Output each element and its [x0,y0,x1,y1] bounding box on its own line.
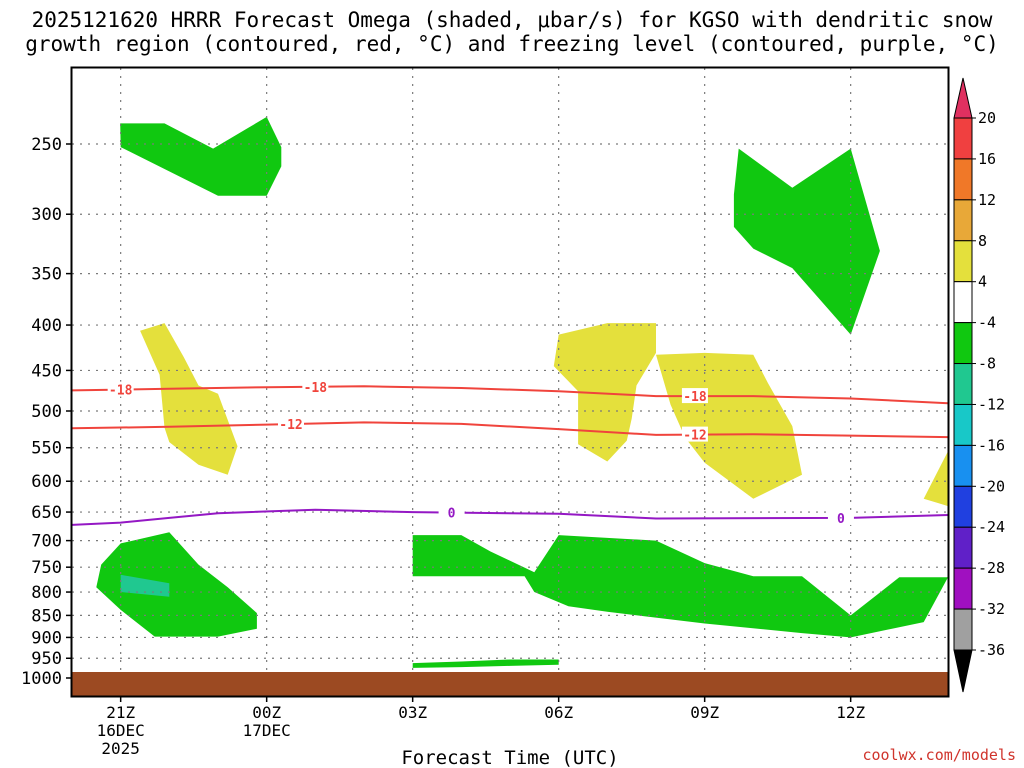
omega-region-2 [96,532,257,637]
y-tick-label-400: 400 [31,316,62,336]
y-tick-label-250: 250 [31,135,62,155]
contour-label-0-0: 0 [448,507,456,522]
y-tick-label-300: 300 [31,205,62,225]
y-tick-label-900: 900 [31,628,62,648]
contour-label--12-0: -12 [279,418,302,433]
colorbar-label-1: 16 [978,150,996,168]
contour-label--12-1: -12 [683,429,706,444]
contour-line-0 [72,508,948,526]
colorbar-band-2 [953,158,973,201]
x-tick-label-21Z: 21Z [106,703,135,722]
x-tick-label-12Z: 12Z [836,703,865,722]
contour-label-bg--18-1 [302,378,329,394]
plot-area: -18 -18 -18 -12 -12 0 0 [70,66,950,698]
contour-line--12 [72,421,948,439]
y-axis: 2503003504004505005506006507007508008509… [21,135,72,689]
contour-line--18 [72,385,948,405]
colorbar-band-10 [953,485,973,528]
colorbar-label-0: 20 [978,109,996,127]
y-tick-label-450: 450 [31,361,62,381]
contour-label--18-2: -18 [683,390,707,405]
colorbar-band-5 [953,281,973,324]
y-tick-label-550: 550 [31,439,62,459]
plot-frame [70,66,950,698]
contour-label-bg-0-0 [438,504,465,520]
omega-region-0 [120,116,282,196]
x-tick-label-06Z: 06Z [544,703,573,722]
y-tick-label-950: 950 [31,649,62,669]
colorbar: 20 16 12 8 4 -4 -8 -12 -16 -20 -24 -28 -32 -36 [953,77,1005,693]
chart-title-line2: growth region (contoured, red, °C) and f… [25,32,999,56]
colorbar-band-8 [953,403,973,446]
colorbar-band-4 [953,240,973,283]
colorbar-band-12 [953,567,973,610]
temperature-contours: -18 -18 -18 -12 -12 0 0 [72,378,948,527]
colorbar-band-11 [953,526,973,569]
y-tick-label-1000: 1000 [21,669,62,689]
contour-label--18-0: -18 [109,384,133,399]
colorbar-label-3: 8 [978,232,987,250]
contour-label-bg--18-2 [681,388,708,404]
y-tick-label-600: 600 [31,472,62,492]
omega-region-7 [553,323,656,462]
contour-label-bg-0-1 [827,509,854,525]
site-credit: coolwx.com/models [862,746,1016,764]
x-axis-label: Forecast Time (UTC) [401,747,618,768]
omega-region-4 [412,535,948,638]
colorbar-bottom-arrow [953,649,973,693]
x-tick-sublabel-21Z: 16DEC [97,721,145,740]
x-tick-label-00Z: 00Z [252,703,281,722]
colorbar-label-4: 4 [978,273,987,291]
colorbar-band-1 [953,117,973,160]
colorbar-label-13: -36 [978,641,1005,659]
chart-title-line1: 2025121620 HRRR Forecast Omega (shaded, … [32,8,993,32]
colorbar-label-9: -20 [978,477,1005,495]
colorbar-label-11: -28 [978,559,1005,577]
colorbar-top-arrow [953,77,973,119]
colorbar-label-5: -4 [978,314,996,332]
y-tick-label-750: 750 [31,558,62,578]
contour-label-bg--18-0 [107,381,134,397]
omega-region-3 [120,574,170,597]
y-tick-label-650: 650 [31,503,62,523]
contour-label-bg--12-0 [278,416,304,432]
ground-surface [72,672,948,696]
y-tick-label-800: 800 [31,583,62,603]
colorbar-label-12: -32 [978,600,1005,618]
y-tick-label-700: 700 [31,532,62,552]
x-tick-sublabel-00Z: 17DEC [243,721,291,740]
y-tick-label-500: 500 [31,402,62,422]
colorbar-band-7 [953,363,973,405]
contour-label-bg--12-1 [681,426,708,442]
contour-label-0-1: 0 [837,512,845,527]
colorbar-label-10: -24 [978,518,1005,536]
colorbar-band-13 [953,608,973,651]
colorbar-label-2: 12 [978,191,996,209]
colorbar-band-6 [953,322,973,365]
colorbar-label-7: -12 [978,395,1005,413]
y-tick-label-850: 850 [31,606,62,626]
y-tick-label-350: 350 [31,265,62,285]
omega-region-8 [656,352,802,499]
omega-region-5 [412,659,559,668]
x-tick-year-21Z: 2025 [101,739,140,758]
colorbar-label-6: -8 [978,355,996,373]
colorbar-label-8: -16 [978,436,1005,454]
colorbar-band-3 [953,199,973,242]
omega-region-9 [923,451,948,507]
x-tick-label-09Z: 09Z [690,703,719,722]
contour-label--18-1: -18 [304,381,328,396]
omega-region-1 [733,148,880,335]
colorbar-band-9 [953,444,973,487]
omega-region-6 [140,323,238,475]
x-tick-label-03Z: 03Z [398,703,427,722]
omega-shading [96,116,948,668]
